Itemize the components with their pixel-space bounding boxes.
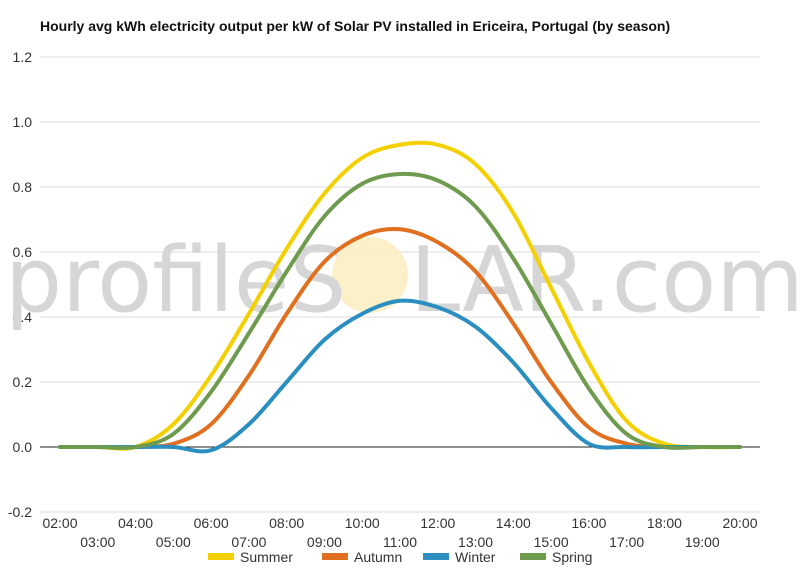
- x-tick-label: 17:00: [609, 534, 644, 550]
- legend-label-summer: Summer: [240, 549, 293, 565]
- x-tick-label: 11:00: [383, 534, 417, 550]
- x-tick-label: 15:00: [534, 534, 569, 550]
- series-line-winter: [58, 298, 742, 454]
- x-tick-label: 06:00: [194, 515, 229, 531]
- legend-label-spring: Spring: [552, 549, 592, 565]
- x-tick-label: 10:00: [345, 515, 380, 531]
- x-tick-label: 20:00: [722, 515, 757, 531]
- series-line-spring: [58, 171, 742, 450]
- x-tick-label: 03:00: [80, 534, 115, 550]
- x-tick-label: 19:00: [685, 534, 720, 550]
- watermark-text-left: profileS: [5, 228, 346, 333]
- x-tick-label: 12:00: [420, 515, 455, 531]
- x-tick-label: 13:00: [458, 534, 493, 550]
- y-tick-label: -0.2: [8, 504, 32, 520]
- x-tick-label: 04:00: [118, 515, 153, 531]
- x-tick-label: 16:00: [571, 515, 606, 531]
- y-tick-label: 0.0: [13, 439, 33, 455]
- y-tick-label: 0.4: [13, 309, 33, 325]
- legend-label-winter: Winter: [455, 549, 496, 565]
- chart-title: Hourly avg kWh electricity output per kW…: [40, 18, 671, 34]
- x-tick-label: 07:00: [231, 534, 266, 550]
- y-tick-label: 1.2: [13, 49, 33, 65]
- series-line-summer: [58, 140, 742, 451]
- legend-swatch-summer: [208, 553, 234, 560]
- legend-swatch-winter: [423, 553, 449, 560]
- series-line-autumn: [58, 226, 742, 450]
- watermark-text-right: LAR.com: [410, 228, 800, 333]
- x-tick-label: 14:00: [496, 515, 531, 531]
- x-tick-label: 08:00: [269, 515, 304, 531]
- y-tick-label: 0.8: [13, 179, 33, 195]
- watermark-sun-icon: [332, 237, 408, 313]
- legend-label-autumn: Autumn: [354, 549, 402, 565]
- x-tick-label: 05:00: [156, 534, 191, 550]
- legend-swatch-autumn: [322, 553, 348, 560]
- y-tick-label: 0.6: [13, 244, 33, 260]
- legend-swatch-spring: [520, 553, 546, 560]
- x-tick-label: 02:00: [42, 515, 77, 531]
- x-tick-label: 18:00: [647, 515, 682, 531]
- y-tick-label: 1.0: [13, 114, 33, 130]
- x-tick-label: 09:00: [307, 534, 342, 550]
- y-tick-label: 0.2: [13, 374, 33, 390]
